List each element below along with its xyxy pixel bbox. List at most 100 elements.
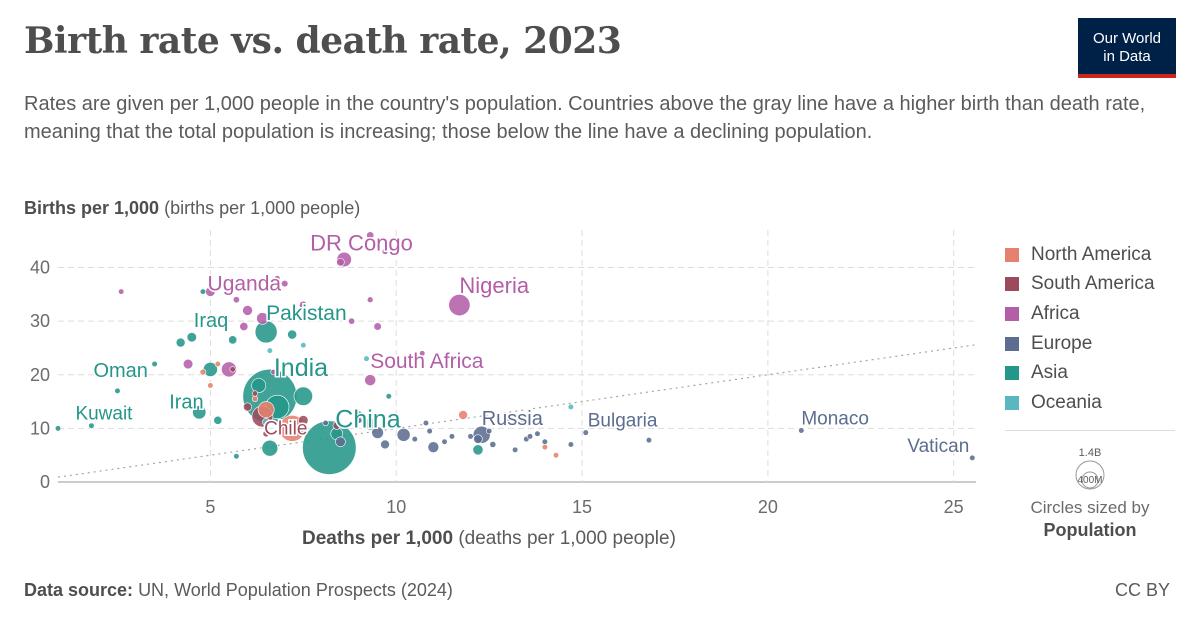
point-label[interactable]: Kuwait — [74, 402, 135, 426]
data-point[interactable] — [467, 433, 474, 440]
data-point[interactable] — [266, 347, 273, 354]
point-label[interactable]: Pakistan — [265, 300, 349, 326]
data-point[interactable] — [192, 405, 207, 420]
data-point[interactable] — [262, 430, 270, 438]
data-point[interactable] — [298, 415, 309, 426]
data-point[interactable] — [381, 248, 389, 255]
data-point[interactable] — [274, 275, 281, 282]
point-label[interactable]: Oman — [92, 358, 149, 383]
data-point[interactable] — [221, 361, 237, 378]
point-label[interactable]: DR Congo — [309, 229, 415, 257]
data-point[interactable] — [214, 360, 221, 368]
data-point[interactable] — [427, 441, 440, 453]
data-point[interactable] — [512, 446, 519, 453]
data-point[interactable] — [118, 288, 125, 295]
data-point[interactable] — [300, 342, 307, 349]
data-point[interactable] — [422, 419, 430, 427]
data-point[interactable] — [364, 417, 377, 431]
data-point[interactable] — [228, 335, 238, 345]
license[interactable]: CC BY — [1114, 580, 1170, 600]
data-point[interactable] — [348, 317, 356, 325]
point-label[interactable]: South Africa — [369, 349, 486, 375]
data-point[interactable] — [396, 427, 411, 442]
legend-item-south-america[interactable]: South America — [1005, 270, 1155, 300]
data-point[interactable] — [526, 433, 534, 440]
point-label[interactable]: China — [334, 404, 402, 435]
data-point[interactable] — [472, 444, 484, 456]
data-point[interactable] — [239, 322, 249, 331]
data-point[interactable] — [281, 279, 289, 288]
data-point[interactable] — [229, 366, 236, 373]
data-point[interactable] — [175, 337, 186, 348]
data-point[interactable] — [299, 300, 308, 310]
point-label[interactable]: Iraq — [192, 309, 229, 334]
data-point[interactable] — [448, 294, 471, 317]
data-point[interactable] — [458, 410, 468, 420]
data-point[interactable] — [486, 427, 493, 435]
point-label[interactable]: Chile — [263, 417, 309, 441]
data-point[interactable] — [293, 386, 313, 406]
data-point[interactable] — [186, 332, 197, 343]
legend-item-oceania[interactable]: Oceania — [1005, 388, 1155, 418]
data-point[interactable] — [426, 427, 433, 435]
data-point[interactable] — [251, 390, 259, 397]
data-point[interactable] — [262, 418, 271, 426]
owid-logo[interactable]: Our World in Data — [1078, 18, 1176, 78]
data-point[interactable] — [182, 358, 194, 370]
data-point[interactable] — [645, 437, 653, 444]
point-label[interactable]: India — [272, 353, 329, 384]
point-label[interactable]: Monaco — [800, 407, 871, 431]
data-point[interactable] — [798, 427, 805, 434]
data-point[interactable] — [251, 395, 259, 402]
data-point[interactable] — [257, 401, 275, 418]
data-point[interactable] — [567, 403, 574, 411]
data-point[interactable] — [287, 329, 298, 340]
data-point[interactable] — [289, 427, 296, 435]
data-point[interactable] — [371, 426, 384, 439]
data-point[interactable] — [336, 257, 345, 267]
data-point[interactable] — [534, 430, 541, 437]
data-point[interactable] — [567, 441, 574, 448]
data-point[interactable] — [243, 402, 253, 412]
data-point[interactable] — [541, 438, 548, 445]
data-point[interactable] — [411, 436, 418, 443]
data-point[interactable] — [213, 415, 223, 425]
data-point[interactable] — [380, 439, 390, 450]
legend-item-asia[interactable]: Asia — [1005, 358, 1155, 388]
point-label[interactable]: Iran — [168, 390, 205, 415]
data-point[interactable] — [242, 305, 253, 316]
legend-item-north-america[interactable]: North America — [1005, 240, 1155, 270]
data-point[interactable] — [385, 393, 392, 400]
point-label[interactable]: Uganda — [206, 271, 283, 297]
data-point[interactable] — [504, 417, 511, 424]
data-point[interactable] — [355, 417, 363, 424]
data-point[interactable] — [582, 429, 589, 436]
data-point[interactable] — [969, 454, 976, 461]
data-source-text[interactable]: UN, World Population Prospects (2024) — [138, 580, 453, 600]
data-point[interactable] — [151, 360, 158, 368]
data-point[interactable] — [322, 419, 329, 427]
data-point[interactable] — [88, 422, 95, 429]
data-point[interactable] — [233, 453, 240, 460]
data-point[interactable] — [114, 387, 121, 394]
point-label[interactable]: Nigeria — [458, 272, 531, 300]
point-label[interactable]: Russia — [480, 406, 545, 431]
data-point[interactable] — [199, 288, 207, 295]
legend-item-europe[interactable]: Europe — [1005, 329, 1155, 359]
point-label[interactable]: Bulgaria — [586, 409, 659, 433]
data-point[interactable] — [332, 421, 341, 430]
scatter-plot[interactable]: DR Congo Nigeria Uganda South Africa Pakista… — [0, 0, 1000, 520]
data-point[interactable] — [251, 378, 267, 393]
data-point[interactable] — [54, 425, 62, 432]
data-point[interactable] — [256, 312, 269, 325]
data-point[interactable] — [199, 368, 207, 376]
data-point[interactable] — [541, 444, 548, 451]
data-point[interactable] — [552, 452, 560, 459]
data-point[interactable] — [261, 439, 279, 457]
data-point[interactable] — [363, 355, 370, 362]
data-point[interactable] — [489, 441, 497, 448]
data-point[interactable] — [335, 436, 346, 448]
data-point[interactable] — [441, 438, 448, 445]
data-point[interactable] — [473, 434, 483, 444]
data-point[interactable] — [366, 231, 375, 240]
